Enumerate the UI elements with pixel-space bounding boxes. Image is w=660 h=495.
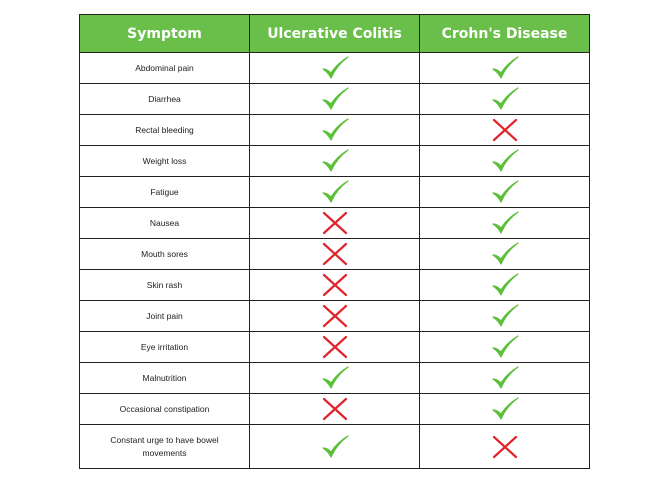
ulcerative-colitis-cell — [249, 238, 420, 270]
symptom-label: Abdominal pain — [135, 62, 194, 73]
header-symptom: Symptom — [79, 14, 250, 53]
table-row: Eye irritation — [79, 331, 590, 363]
symptom-cell: Weight loss — [79, 145, 250, 177]
comparison-table-container: Symptom Ulcerative Colitis Crohn's Disea… — [79, 14, 590, 469]
symptom-label: Malnutrition — [142, 372, 187, 383]
check-mark-icon — [490, 365, 520, 391]
table-row: Occasional constipation — [79, 393, 590, 425]
crohns-disease-cell — [419, 176, 590, 208]
crohns-disease-cell — [419, 83, 590, 115]
header-row: Symptom Ulcerative Colitis Crohn's Disea… — [79, 14, 590, 53]
check-mark-icon — [490, 55, 520, 81]
symptom-cell: Eye irritation — [79, 331, 250, 363]
table-header: Symptom Ulcerative Colitis Crohn's Disea… — [79, 14, 590, 53]
ulcerative-colitis-cell — [249, 300, 420, 332]
check-mark-icon — [490, 396, 520, 422]
table-row: Malnutrition — [79, 362, 590, 394]
table-row: Abdominal pain — [79, 52, 590, 84]
crohns-disease-cell — [419, 52, 590, 84]
table-row: Mouth sores — [79, 238, 590, 270]
check-mark-icon — [490, 148, 520, 174]
check-mark-icon — [320, 55, 350, 81]
symptom-label: Occasional constipation — [119, 403, 210, 414]
symptom-label: Fatigue — [150, 186, 179, 197]
crohns-disease-cell — [419, 362, 590, 394]
ulcerative-colitis-cell — [249, 145, 420, 177]
check-mark-icon — [320, 117, 350, 143]
symptom-cell: Diarrhea — [79, 83, 250, 115]
symptom-label: Eye irritation — [140, 341, 189, 352]
crohns-disease-cell — [419, 424, 590, 469]
table-row: Constant urge to have bowel movements — [79, 424, 590, 469]
check-mark-icon — [490, 272, 520, 298]
symptom-cell: Skin rash — [79, 269, 250, 301]
table-row: Diarrhea — [79, 83, 590, 115]
crohns-disease-cell — [419, 269, 590, 301]
ulcerative-colitis-cell — [249, 52, 420, 84]
cross-mark-icon — [320, 210, 350, 236]
crohns-disease-cell — [419, 238, 590, 270]
header-crohns-disease: Crohn's Disease — [419, 14, 590, 53]
symptom-cell: Abdominal pain — [79, 52, 250, 84]
symptom-cell: Constant urge to have bowel movements — [79, 424, 250, 469]
check-mark-icon — [490, 303, 520, 329]
symptom-comparison-table: Symptom Ulcerative Colitis Crohn's Disea… — [79, 14, 590, 469]
table-row: Fatigue — [79, 176, 590, 208]
ulcerative-colitis-cell — [249, 114, 420, 146]
symptom-cell: Rectal bleeding — [79, 114, 250, 146]
check-mark-icon — [490, 241, 520, 267]
symptom-label: Constant urge to have bowel movements — [110, 434, 219, 458]
symptom-cell: Occasional constipation — [79, 393, 250, 425]
cross-mark-icon — [490, 434, 520, 460]
check-mark-icon — [490, 179, 520, 205]
check-mark-icon — [320, 148, 350, 174]
symptom-label: Joint pain — [146, 310, 183, 321]
check-mark-icon — [490, 86, 520, 112]
header-ulcerative-colitis: Ulcerative Colitis — [249, 14, 420, 53]
table-row: Rectal bleeding — [79, 114, 590, 146]
cross-mark-icon — [320, 272, 350, 298]
cross-mark-icon — [320, 241, 350, 267]
crohns-disease-cell — [419, 114, 590, 146]
symptom-label: Diarrhea — [148, 93, 181, 104]
table-row: Weight loss — [79, 145, 590, 177]
table-row: Nausea — [79, 207, 590, 239]
cross-mark-icon — [320, 334, 350, 360]
check-mark-icon — [320, 86, 350, 112]
table-row: Skin rash — [79, 269, 590, 301]
ulcerative-colitis-cell — [249, 393, 420, 425]
table-body: Abdominal pain Diarrhea Rectal bleeding Wei… — [79, 52, 590, 469]
symptom-cell: Mouth sores — [79, 238, 250, 270]
symptom-cell: Joint pain — [79, 300, 250, 332]
symptom-label: Nausea — [149, 217, 180, 228]
check-mark-icon — [490, 334, 520, 360]
check-mark-icon — [320, 179, 350, 205]
crohns-disease-cell — [419, 393, 590, 425]
check-mark-icon — [320, 434, 350, 460]
ulcerative-colitis-cell — [249, 424, 420, 469]
cross-mark-icon — [320, 396, 350, 422]
ulcerative-colitis-cell — [249, 269, 420, 301]
cross-mark-icon — [320, 303, 350, 329]
check-mark-icon — [320, 365, 350, 391]
symptom-label: Rectal bleeding — [135, 124, 194, 135]
symptom-label: Skin rash — [146, 279, 183, 290]
crohns-disease-cell — [419, 207, 590, 239]
symptom-label: Mouth sores — [141, 248, 188, 259]
cross-mark-icon — [490, 117, 520, 143]
symptom-cell: Nausea — [79, 207, 250, 239]
symptom-cell: Fatigue — [79, 176, 250, 208]
symptom-cell: Malnutrition — [79, 362, 250, 394]
ulcerative-colitis-cell — [249, 207, 420, 239]
ulcerative-colitis-cell — [249, 83, 420, 115]
crohns-disease-cell — [419, 300, 590, 332]
ulcerative-colitis-cell — [249, 176, 420, 208]
ulcerative-colitis-cell — [249, 331, 420, 363]
check-mark-icon — [490, 210, 520, 236]
symptom-label: Weight loss — [142, 155, 187, 166]
crohns-disease-cell — [419, 331, 590, 363]
crohns-disease-cell — [419, 145, 590, 177]
table-row: Joint pain — [79, 300, 590, 332]
ulcerative-colitis-cell — [249, 362, 420, 394]
